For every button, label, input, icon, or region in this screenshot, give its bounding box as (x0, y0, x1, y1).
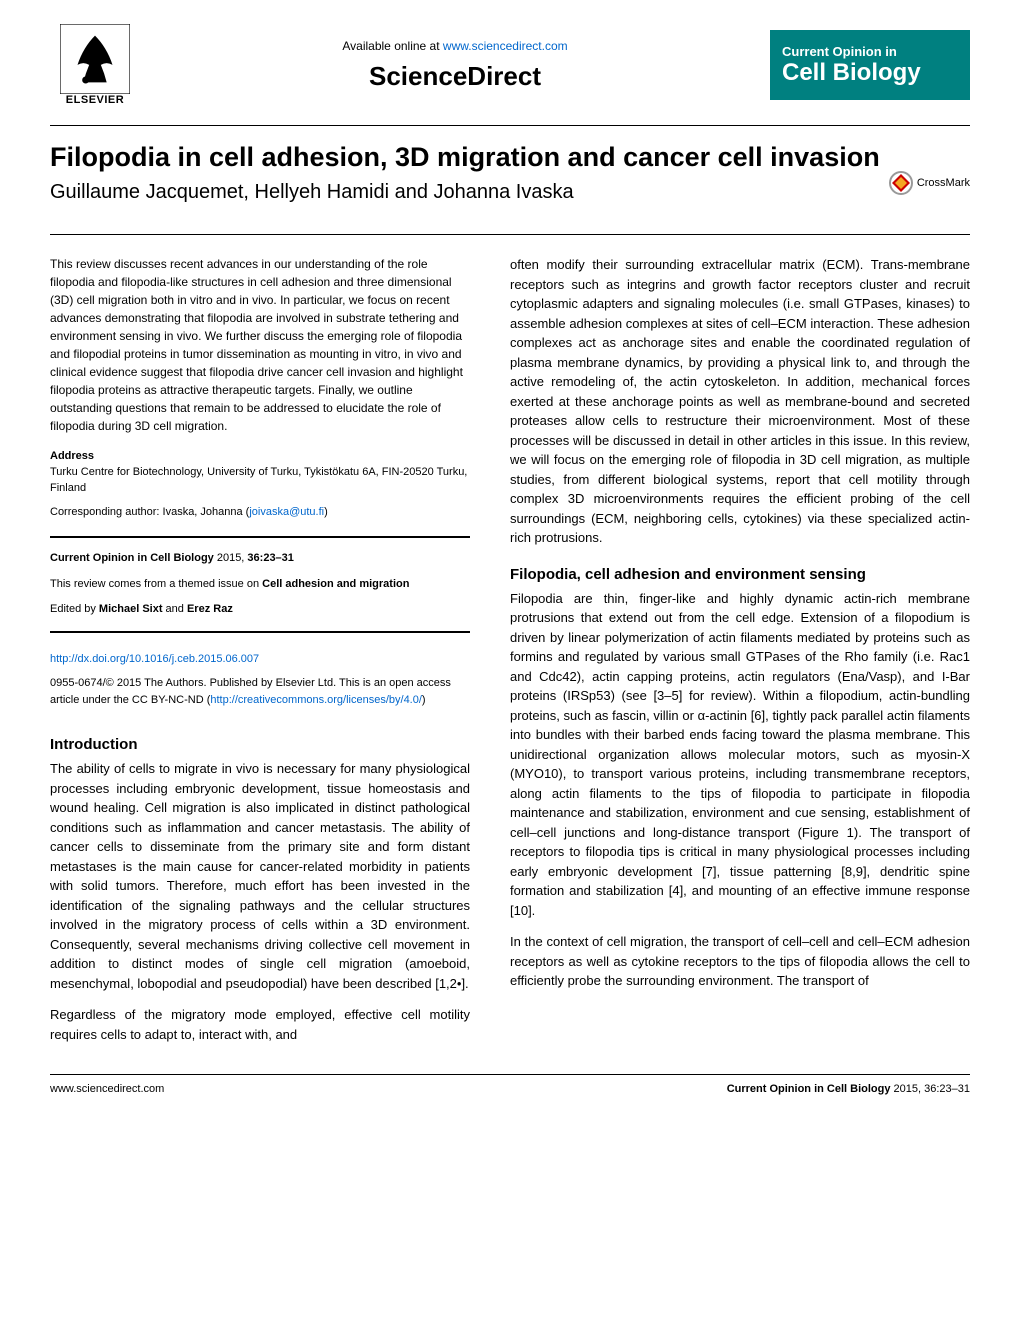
corresponding-prefix: Corresponding author: Ivaska, Johanna ( (50, 506, 249, 518)
authors: Guillaume Jacquemet, Hellyeh Hamidi and … (50, 181, 889, 204)
sciencedirect-url-link[interactable]: www.sciencedirect.com (443, 39, 568, 53)
edited-prefix: Edited by (50, 603, 99, 615)
themed-issue: Cell adhesion and migration (262, 578, 409, 590)
crossmark-icon (889, 171, 913, 195)
citation-info-box: Current Opinion in Cell Biology 2015, 36… (50, 536, 470, 633)
footer-left: www.sciencedirect.com (50, 1083, 164, 1095)
elsevier-logo: ELSEVIER (50, 20, 140, 110)
footer-right: Current Opinion in Cell Biology 2015, 36… (727, 1083, 970, 1095)
page-footer: www.sciencedirect.com Current Opinion in… (50, 1074, 970, 1095)
citation-year: 2015, (214, 552, 248, 564)
right-para1: often modify their surrounding extracell… (510, 255, 970, 548)
editor-and: and (163, 603, 187, 615)
editors-line: Edited by Michael Sixt and Erez Raz (50, 601, 470, 619)
journal-badge-line2: Cell Biology (782, 59, 958, 87)
right-para2: Filopodia are thin, finger-like and high… (510, 589, 970, 921)
corresponding-suffix: ) (324, 506, 328, 518)
journal-badge-line1: Current Opinion in (782, 44, 958, 59)
editor2: Erez Raz (187, 603, 233, 615)
corresponding-author: Corresponding author: Ivaska, Johanna (j… (50, 506, 470, 518)
crossmark-badge[interactable]: CrossMark (889, 171, 970, 195)
right-para3: In the context of cell migration, the tr… (510, 932, 970, 991)
filopodia-heading: Filopodia, cell adhesion and environment… (510, 566, 970, 583)
elsevier-label: ELSEVIER (66, 94, 124, 106)
two-column-content: This review discusses recent advances in… (50, 234, 970, 1044)
corresponding-email-link[interactable]: joivaska@utu.fi (249, 506, 324, 518)
citation-pages: 36:23–31 (247, 552, 294, 564)
elsevier-tree-icon (60, 24, 130, 94)
sciencedirect-block: Available online at www.sciencedirect.co… (140, 39, 770, 92)
introduction-heading: Introduction (50, 736, 470, 753)
address-label: Address (50, 450, 470, 462)
article-title: Filopodia in cell adhesion, 3D migration… (50, 141, 889, 173)
editor1: Michael Sixt (99, 603, 163, 615)
available-online-prefix: Available online at (342, 39, 443, 53)
crossmark-label: CrossMark (917, 177, 970, 189)
abstract-text: This review discusses recent advances in… (50, 255, 470, 435)
footer-citation: 2015, 36:23–31 (890, 1083, 970, 1095)
citation-line: Current Opinion in Cell Biology 2015, 36… (50, 550, 470, 568)
themed-issue-line: This review comes from a themed issue on… (50, 576, 470, 594)
title-left: Filopodia in cell adhesion, 3D migration… (50, 141, 889, 204)
right-column: often modify their surrounding extracell… (510, 255, 970, 1044)
page-header: ELSEVIER Available online at www.science… (50, 20, 970, 110)
themed-prefix: This review comes from a themed issue on (50, 578, 262, 590)
left-column: This review discusses recent advances in… (50, 255, 470, 1044)
sciencedirect-title: ScienceDirect (140, 61, 770, 92)
license-suffix: ) (422, 694, 426, 706)
license-link[interactable]: http://creativecommons.org/licenses/by/4… (210, 694, 422, 706)
citation-journal: Current Opinion in Cell Biology (50, 552, 214, 564)
intro-para2: Regardless of the migratory mode employe… (50, 1005, 470, 1044)
intro-para1: The ability of cells to migrate in vivo … (50, 759, 470, 993)
footer-journal: Current Opinion in Cell Biology (727, 1083, 891, 1095)
journal-badge: Current Opinion in Cell Biology (770, 30, 970, 100)
doi-link[interactable]: http://dx.doi.org/10.1016/j.ceb.2015.06.… (50, 653, 259, 665)
license-text: 0955-0674/© 2015 The Authors. Published … (50, 675, 470, 708)
doi-block: http://dx.doi.org/10.1016/j.ceb.2015.06.… (50, 651, 470, 709)
title-section: Filopodia in cell adhesion, 3D migration… (50, 125, 970, 204)
available-online-text: Available online at www.sciencedirect.co… (140, 39, 770, 53)
address-text: Turku Centre for Biotechnology, Universi… (50, 465, 470, 496)
